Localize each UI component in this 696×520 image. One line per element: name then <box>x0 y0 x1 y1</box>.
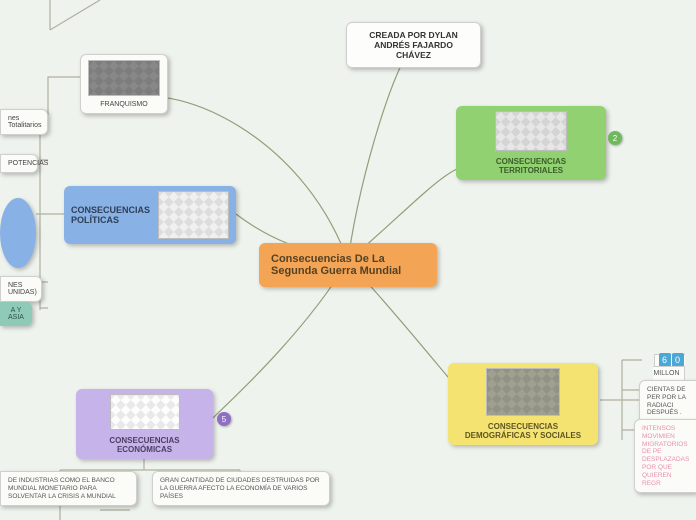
digit-6: 6 <box>659 353 671 367</box>
sub-onu-image[interactable] <box>0 198 36 268</box>
sub-radiacion[interactable]: CIENTAS DE PER POR LA RADIACI DESPUÉS . <box>639 380 696 423</box>
digit-0: 0 <box>672 353 684 367</box>
economic-count-badge: 5 <box>217 412 231 426</box>
political-image <box>158 191 229 239</box>
sub-millones[interactable]: 60 MILLON <box>642 353 696 377</box>
branch-demographic[interactable]: CONSECUENCIAS DEMOGRÁFICAS Y SOCIALES <box>448 363 598 445</box>
branch-territorial[interactable]: CONSECUENCIAS TERRITORIALES <box>456 106 606 180</box>
central-topic[interactable]: Consecuencias De La Segunda Guerra Mundi… <box>259 243 437 287</box>
branch-economic[interactable]: CONSECUENCIAS ECONÓMICAS <box>76 389 213 459</box>
author-box[interactable]: CREADA POR DYLAN ANDRÉS FAJARDO CHÁVEZ <box>346 22 481 68</box>
sub-africa-asia[interactable]: A Y ASIA <box>0 302 32 326</box>
territorial-count-badge: 2 <box>608 131 622 145</box>
territorial-label: CONSECUENCIAS TERRITORIALES <box>463 157 599 175</box>
sub-totalitarios[interactable]: nes Totalitarios <box>0 109 48 135</box>
economic-image <box>110 394 180 430</box>
sub-industrias[interactable]: DE INDUSTRIAS COMO EL BANCO MUNDIAL MONE… <box>0 471 137 506</box>
demographic-image <box>486 368 560 416</box>
sub-migratorios[interactable]: INTENSOS MOVIMIEN MIGRATORIOS DE PE DESP… <box>634 419 696 493</box>
political-label: CONSECUENCIAS POLÍTICAS <box>71 205 150 225</box>
millones-suffix: MILLON <box>653 370 679 377</box>
sub-potencias[interactable]: POTENCIAS <box>0 154 38 173</box>
territorial-image <box>495 111 567 151</box>
branch-political[interactable]: CONSECUENCIAS POLÍTICAS <box>64 186 236 244</box>
demographic-label: CONSECUENCIAS DEMOGRÁFICAS Y SOCIALES <box>455 422 591 440</box>
author-label: CREADA POR DYLAN ANDRÉS FAJARDO CHÁVEZ <box>369 30 457 60</box>
franquismo-image <box>88 60 160 96</box>
franquismo-label: FRANQUISMO <box>88 101 160 108</box>
central-topic-label: Consecuencias De La Segunda Guerra Mundi… <box>271 253 401 277</box>
sub-franquismo[interactable]: FRANQUISMO <box>80 54 168 114</box>
sub-nes-unidas[interactable]: NES UNIDAS) <box>0 276 42 302</box>
economic-label: CONSECUENCIAS ECONÓMICAS <box>83 436 206 454</box>
sub-ciudades[interactable]: GRAN CANTIDAD DE CIUDADES DESTRUIDAS POR… <box>152 471 330 506</box>
